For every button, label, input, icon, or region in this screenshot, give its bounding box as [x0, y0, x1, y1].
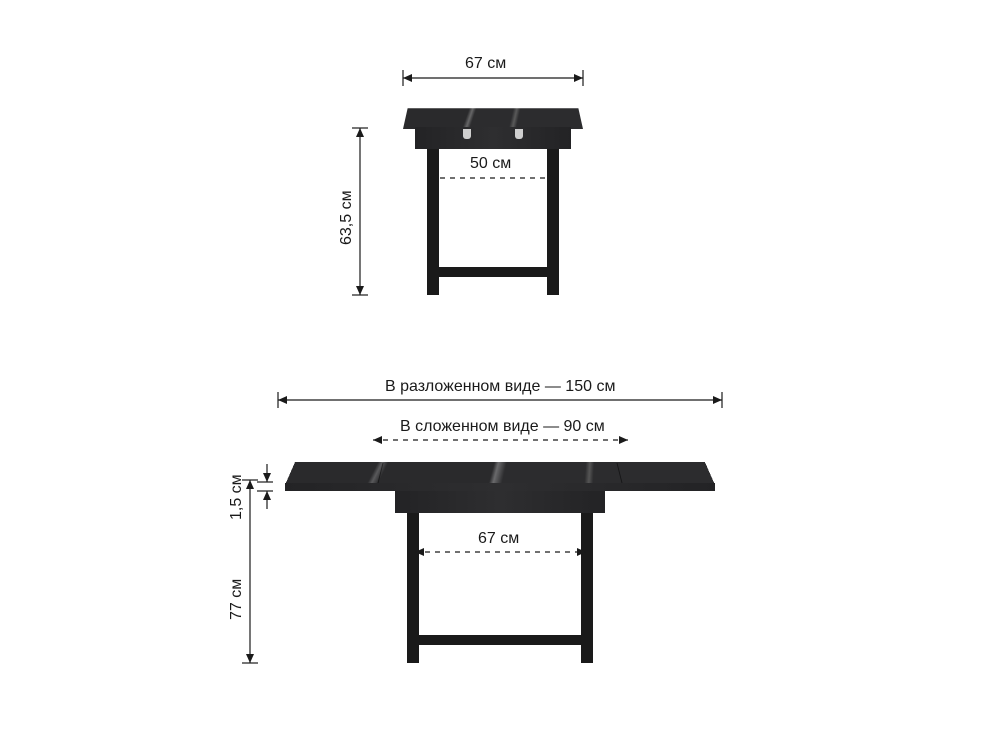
stretcher — [407, 635, 593, 645]
seam-line — [617, 463, 623, 484]
dim-label-leg-span: 67 см — [478, 530, 519, 548]
dim-label-extended: В разложенном виде — 150 см — [385, 378, 615, 396]
table-front-view — [285, 443, 715, 663]
seam-line — [377, 463, 383, 484]
dim-label-front-height: 77 см — [228, 579, 246, 620]
dim-label-inner-width: 50 см — [470, 155, 511, 173]
table-side-view — [403, 95, 583, 295]
dim-label-side-height: 63,5 см — [338, 190, 356, 245]
stretcher — [427, 267, 559, 277]
dim-label-thickness: 1,5 см — [228, 474, 246, 520]
hook-icon — [463, 129, 471, 139]
tabletop-side — [403, 108, 583, 129]
tabletop-front — [285, 462, 715, 485]
dim-label-width-top: 67 см — [465, 55, 506, 73]
hook-icon — [515, 129, 523, 139]
dim-label-folded: В сложенном виде — 90 см — [400, 418, 605, 436]
tabletop-edge — [285, 483, 715, 491]
apron-side — [415, 127, 571, 149]
apron-front — [395, 491, 605, 513]
